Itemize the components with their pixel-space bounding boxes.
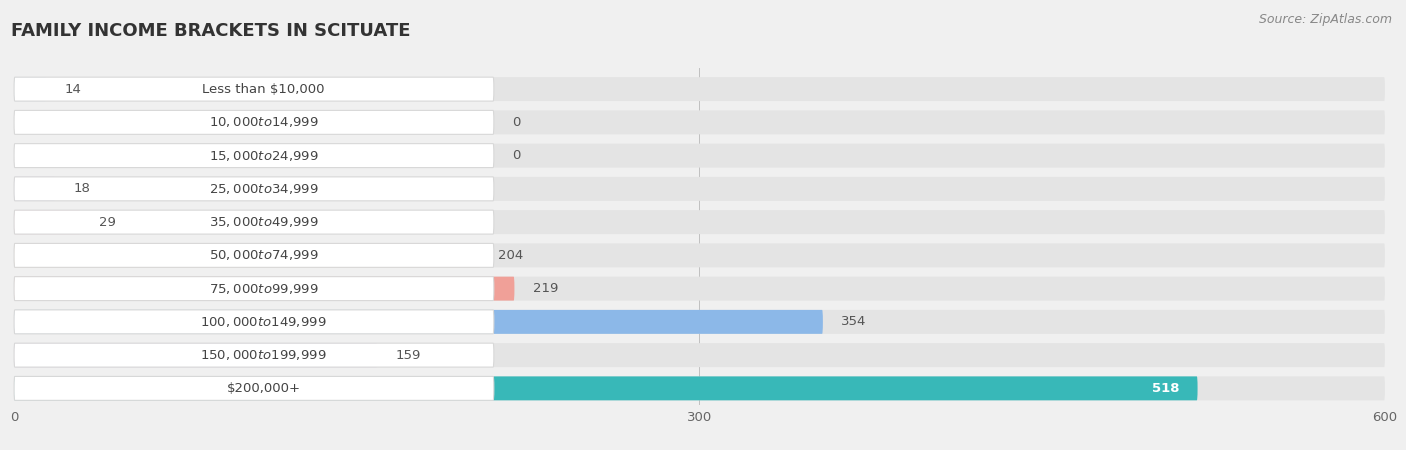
FancyBboxPatch shape: [14, 277, 1385, 301]
FancyBboxPatch shape: [14, 210, 494, 234]
Text: 219: 219: [533, 282, 558, 295]
FancyBboxPatch shape: [14, 376, 1385, 400]
FancyBboxPatch shape: [14, 77, 46, 101]
FancyBboxPatch shape: [14, 177, 1385, 201]
Text: $200,000+: $200,000+: [226, 382, 301, 395]
FancyBboxPatch shape: [14, 376, 494, 400]
FancyBboxPatch shape: [14, 110, 494, 135]
FancyBboxPatch shape: [14, 376, 1198, 400]
Text: Less than $10,000: Less than $10,000: [202, 83, 325, 95]
FancyBboxPatch shape: [14, 310, 494, 334]
Text: 518: 518: [1152, 382, 1180, 395]
FancyBboxPatch shape: [14, 77, 494, 101]
Text: $75,000 to $99,999: $75,000 to $99,999: [208, 282, 318, 296]
FancyBboxPatch shape: [14, 310, 1385, 334]
FancyBboxPatch shape: [14, 277, 515, 301]
FancyBboxPatch shape: [14, 177, 494, 201]
Text: 14: 14: [65, 83, 82, 95]
Text: FAMILY INCOME BRACKETS IN SCITUATE: FAMILY INCOME BRACKETS IN SCITUATE: [11, 22, 411, 40]
Text: $50,000 to $74,999: $50,000 to $74,999: [208, 248, 318, 262]
FancyBboxPatch shape: [14, 277, 494, 301]
FancyBboxPatch shape: [14, 243, 1385, 267]
FancyBboxPatch shape: [14, 243, 481, 267]
FancyBboxPatch shape: [14, 77, 1385, 101]
FancyBboxPatch shape: [14, 144, 494, 167]
Text: $100,000 to $149,999: $100,000 to $149,999: [200, 315, 326, 329]
Text: $10,000 to $14,999: $10,000 to $14,999: [208, 115, 318, 129]
FancyBboxPatch shape: [14, 144, 1385, 167]
FancyBboxPatch shape: [14, 110, 1385, 135]
Text: 0: 0: [512, 116, 520, 129]
Text: $35,000 to $49,999: $35,000 to $49,999: [208, 215, 318, 229]
Text: 204: 204: [499, 249, 523, 262]
Text: $150,000 to $199,999: $150,000 to $199,999: [200, 348, 326, 362]
FancyBboxPatch shape: [14, 343, 1385, 367]
FancyBboxPatch shape: [14, 210, 1385, 234]
FancyBboxPatch shape: [14, 343, 494, 367]
Text: 0: 0: [512, 149, 520, 162]
Text: 159: 159: [395, 349, 420, 362]
FancyBboxPatch shape: [14, 310, 823, 334]
Text: 18: 18: [73, 182, 90, 195]
Text: $15,000 to $24,999: $15,000 to $24,999: [208, 148, 318, 162]
Text: 354: 354: [841, 315, 866, 328]
Text: Source: ZipAtlas.com: Source: ZipAtlas.com: [1258, 14, 1392, 27]
Text: 29: 29: [98, 216, 115, 229]
Text: $25,000 to $34,999: $25,000 to $34,999: [208, 182, 318, 196]
FancyBboxPatch shape: [14, 343, 377, 367]
FancyBboxPatch shape: [14, 210, 80, 234]
FancyBboxPatch shape: [14, 177, 55, 201]
FancyBboxPatch shape: [14, 243, 494, 267]
